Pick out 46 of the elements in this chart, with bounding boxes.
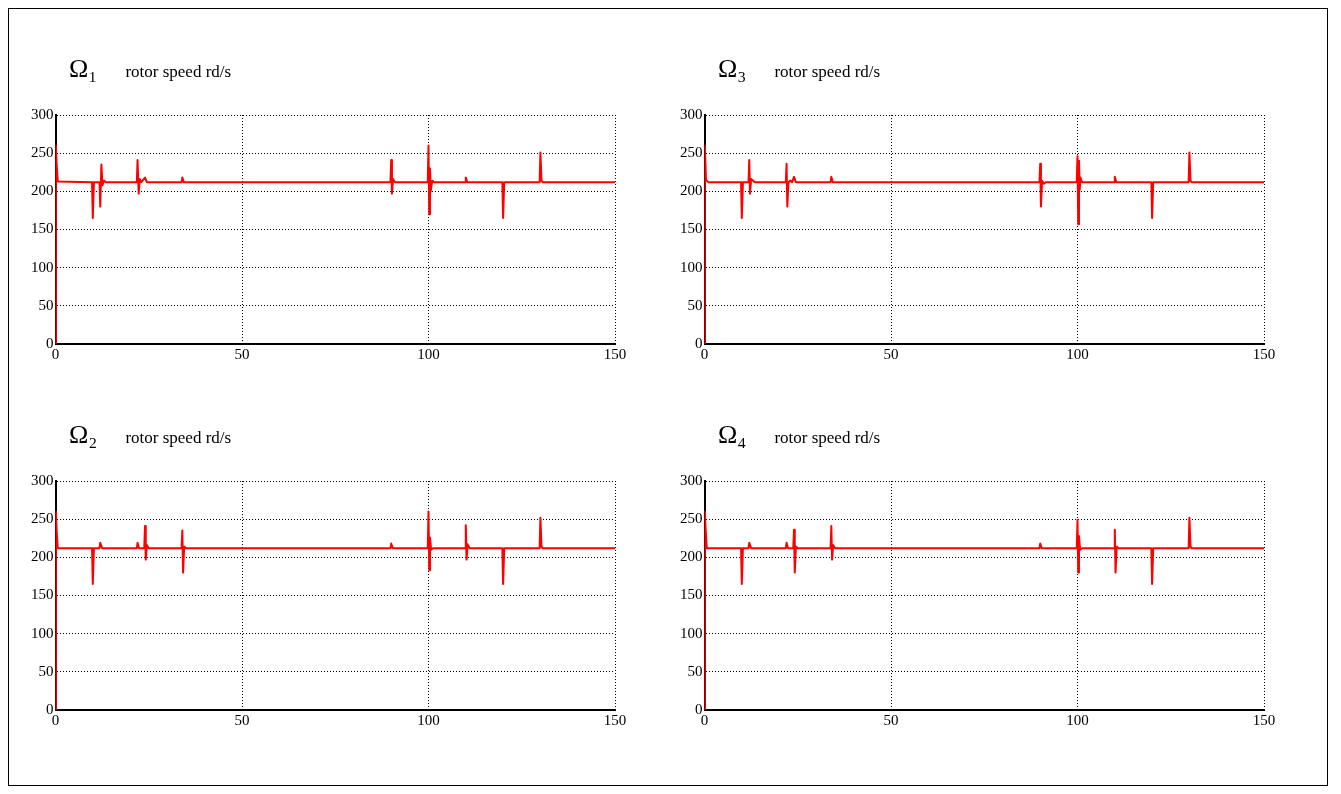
x-tick-label: 50	[234, 711, 250, 728]
x-tick-label: 150	[1252, 711, 1276, 728]
y-tick-label: 50	[687, 662, 703, 679]
y-tick-label: 250	[680, 144, 703, 161]
y-tick-label: 300	[680, 105, 703, 122]
y-tick-label: 200	[680, 182, 703, 199]
y-tick-label: 200	[31, 182, 54, 199]
chart-subtitle: rotor speed rd/s	[125, 427, 232, 448]
y-tick-label: 250	[31, 144, 54, 161]
chart-title: Ω₂	[69, 419, 98, 450]
y-tick-label: 0	[46, 700, 54, 717]
x-tick-label: 150	[1252, 345, 1276, 362]
y-tick-label: 300	[31, 105, 54, 122]
x-tick-label: 100	[417, 711, 440, 728]
y-tick-label: 100	[31, 258, 54, 275]
x-tick-label: 50	[234, 345, 250, 362]
y-tick-label: 200	[31, 547, 54, 564]
y-tick-label: 150	[31, 585, 54, 602]
y-tick-label: 50	[687, 296, 703, 313]
chart-subtitle: rotor speed rd/s	[774, 427, 881, 448]
y-tick-label: 100	[31, 624, 54, 641]
chart-title: Ω₃	[718, 54, 747, 84]
y-tick-label: 200	[680, 547, 703, 564]
y-tick-label: 150	[31, 220, 54, 237]
chart-title: Ω₁	[69, 54, 98, 84]
x-tick-label: 150	[603, 711, 627, 728]
y-tick-label: 50	[38, 296, 54, 313]
x-tick-label: 50	[883, 711, 899, 728]
y-tick-label: 150	[680, 585, 703, 602]
chart-subtitle: rotor speed rd/s	[125, 62, 232, 82]
x-tick-label: 100	[1066, 345, 1089, 362]
x-tick-label: 100	[1066, 711, 1089, 728]
x-tick-label: 150	[603, 345, 627, 362]
x-tick-label: 50	[883, 345, 899, 362]
y-tick-label: 150	[680, 220, 703, 237]
y-tick-label: 250	[680, 509, 703, 526]
y-tick-label: 100	[680, 258, 703, 275]
y-tick-label: 50	[38, 662, 54, 679]
chart-title: Ω₄	[718, 419, 747, 450]
y-tick-label: 100	[680, 624, 703, 641]
y-tick-label: 250	[31, 509, 54, 526]
chart-subtitle: rotor speed rd/s	[774, 62, 881, 82]
y-tick-label: 0	[695, 700, 703, 717]
x-tick-label: 100	[417, 345, 440, 362]
y-tick-label: 300	[680, 471, 703, 488]
y-tick-label: 300	[31, 471, 54, 488]
